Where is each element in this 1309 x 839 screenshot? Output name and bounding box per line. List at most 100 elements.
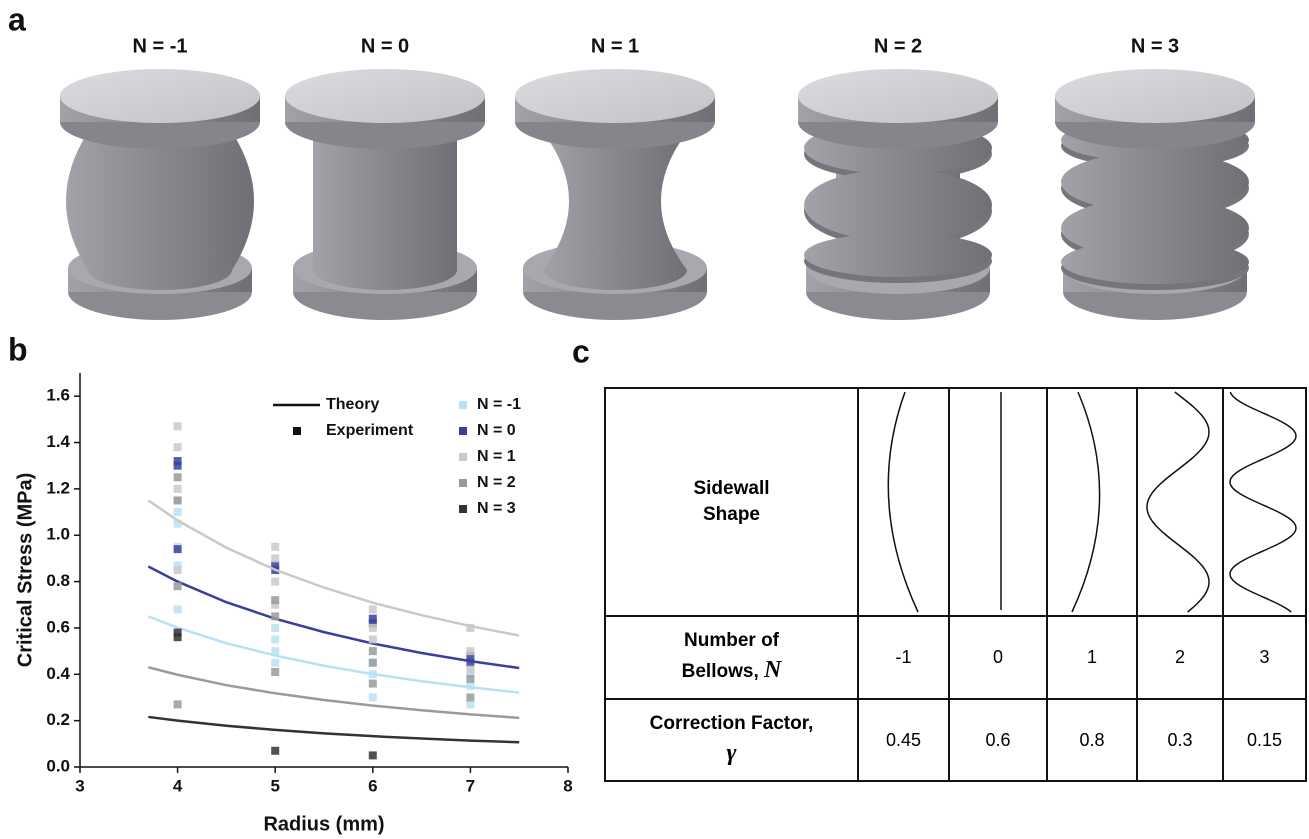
value-cell: 0 [949, 616, 1047, 699]
row-label: Sidewall Shape [677, 476, 787, 527]
value-cell: 1 [1047, 616, 1137, 699]
experiment-point [174, 605, 182, 613]
x-axis-label: Radius (mm) [263, 813, 384, 835]
legend-swatch [459, 505, 467, 513]
y-tick-label: 1.4 [46, 432, 70, 451]
symbol: γ [727, 740, 737, 766]
value-cell: 2 [1137, 616, 1223, 699]
experiment-point [174, 566, 182, 574]
bellow [804, 169, 992, 241]
legend-label: Experiment [326, 422, 414, 439]
experiment-point [466, 693, 474, 701]
experiment-point [271, 636, 279, 644]
experiment-point [271, 543, 279, 551]
experiment-point [466, 666, 474, 674]
bellow [1061, 240, 1249, 284]
experiment-point [271, 647, 279, 655]
theory-curve [148, 500, 519, 635]
panel-label: a [8, 1, 26, 37]
experiment-point [174, 508, 182, 516]
shape-title: N = -1 [132, 35, 187, 57]
experiment-point [271, 668, 279, 676]
legend-swatch [459, 427, 467, 435]
row-header: Correction Factor, γ [605, 699, 858, 781]
cell [1223, 388, 1306, 616]
symbol: N [764, 657, 781, 683]
experiment-point [271, 554, 279, 562]
cell [1137, 388, 1223, 616]
value-cell: 0.3 [1137, 699, 1223, 781]
experiment-point [271, 747, 279, 755]
experiment-point [466, 682, 474, 690]
experiment-point [369, 680, 377, 688]
value-cell: 3 [1223, 616, 1306, 699]
body [66, 132, 254, 290]
experiment-point [466, 675, 474, 683]
cap-top [1055, 69, 1255, 123]
experiment-point [369, 647, 377, 655]
experiment-point [369, 636, 377, 644]
legend-swatch [293, 427, 301, 435]
shape-title: N = 3 [1131, 35, 1179, 57]
value-cell: 0.15 [1223, 699, 1306, 781]
column-render [798, 69, 998, 320]
experiment-point [271, 624, 279, 632]
x-tick-label: 7 [466, 776, 475, 795]
experiment-point [369, 670, 377, 678]
table: Sidewall Shape Number of Bellows, N -101… [604, 387, 1307, 782]
experiment-point [174, 496, 182, 504]
row-header: Number of Bellows, N [605, 616, 858, 699]
experiment-point [174, 473, 182, 481]
value-cell: 0.45 [858, 699, 949, 781]
panel-label: c [572, 333, 590, 369]
y-tick-label: 0.0 [46, 756, 70, 775]
experiment-point [369, 693, 377, 701]
value-cell: 0.6 [949, 699, 1047, 781]
panel-label: b [8, 331, 28, 367]
experiment-point [174, 462, 182, 470]
experiment-point [466, 659, 474, 667]
body [543, 132, 687, 290]
column-render [515, 69, 715, 320]
experiment-point [271, 578, 279, 586]
y-tick-label: 0.2 [46, 710, 70, 729]
experiment-point [271, 659, 279, 667]
cell [949, 388, 1047, 616]
figure: { "panel_labels": ["a", "b", "c"], "pane… [0, 0, 1309, 839]
shape-title: N = 0 [361, 35, 409, 57]
legend-label: N = -1 [477, 396, 521, 413]
experiment-point [174, 485, 182, 493]
legend-label: N = 1 [477, 448, 516, 465]
y-tick-label: 1.0 [46, 525, 70, 544]
x-tick-label: 8 [563, 776, 572, 795]
value-cell: 0.8 [1047, 699, 1137, 781]
shape-title: N = 1 [591, 35, 639, 57]
y-tick-label: 1.2 [46, 478, 70, 497]
legend-swatch [459, 479, 467, 487]
experiment-point [174, 700, 182, 708]
theory-curve [148, 717, 519, 742]
cap-top [515, 69, 715, 123]
legend-label: N = 3 [477, 500, 516, 517]
legend-label: N = 0 [477, 422, 516, 439]
column-render [60, 69, 260, 320]
legend-label: N = 2 [477, 474, 516, 491]
experiment-point [271, 612, 279, 620]
row-label: Correction Factor, [650, 713, 814, 734]
x-tick-label: 6 [368, 776, 377, 795]
theory-curve [148, 567, 519, 669]
experiment-point [369, 605, 377, 613]
y-tick-label: 0.6 [46, 617, 70, 636]
theory-curve [148, 667, 519, 718]
legend-swatch [459, 453, 467, 461]
bellow [804, 233, 992, 277]
y-tick-label: 0.8 [46, 571, 70, 590]
x-tick-label: 3 [75, 776, 84, 795]
experiment-point [369, 659, 377, 667]
shape-title: N = 2 [874, 35, 922, 57]
legend-swatch [459, 401, 467, 409]
y-axis-label: Critical Stress (MPa) [14, 473, 36, 668]
column-render [1055, 69, 1255, 320]
column-render [285, 69, 485, 320]
